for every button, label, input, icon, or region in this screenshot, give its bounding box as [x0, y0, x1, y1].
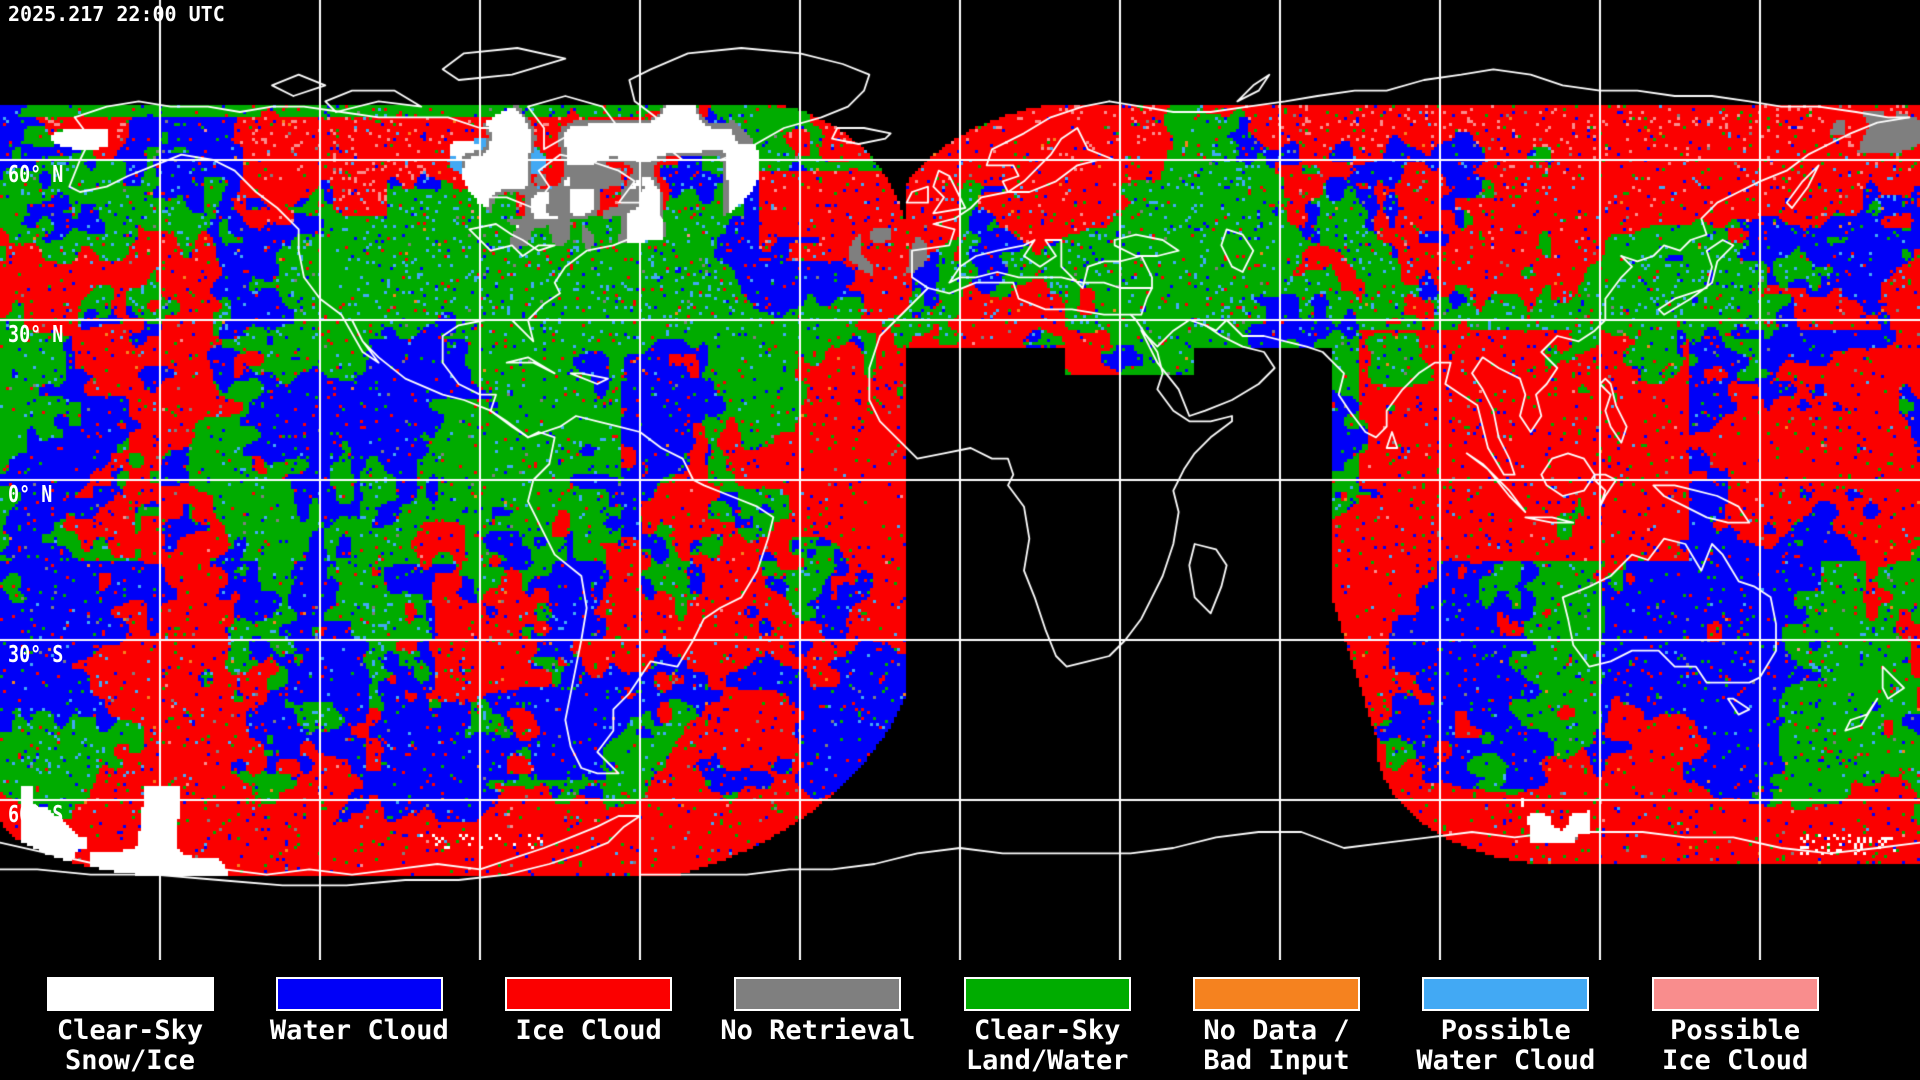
latitude-label: 60° N [8, 162, 64, 188]
clear-sky-snow-ice-swatch [46, 977, 214, 1011]
legend-item-label: Possible [1670, 1015, 1801, 1046]
timestamp: 2025.217 22:00 UTC [8, 2, 225, 26]
legend-item-no-data-bad-input: No Data / Bad Input [1162, 960, 1392, 1076]
water-cloud-swatch [275, 977, 443, 1011]
legend-item-clear-sky-snow-ice: Clear-Sky Snow/Ice [15, 960, 245, 1076]
legend-item-ice-cloud: Ice Cloud [474, 960, 704, 1046]
latitude-label: 60° S [8, 802, 64, 828]
latitude-label: 30° S [8, 642, 64, 668]
legend-item-label: Ice Cloud [1661, 1045, 1809, 1076]
legend-item-label: Water Cloud [1416, 1045, 1596, 1076]
legend: Clear-Sky Snow/Ice Water Cloud Ice Cloud No … [0, 960, 1920, 1080]
legend-item-label: Bad Input [1203, 1045, 1350, 1076]
possible-water-cloud-swatch [1422, 977, 1590, 1011]
latitude-label: 0° N [8, 482, 53, 508]
legend-item-label: Water Cloud [269, 1015, 449, 1046]
ice-cloud-swatch [505, 977, 673, 1011]
legend-item-label: Clear-Sky [974, 1015, 1121, 1046]
legend-item-label: Clear-Sky [56, 1015, 204, 1046]
legend-item-water-cloud: Water Cloud [244, 960, 474, 1046]
legend-item-label: Ice Cloud [515, 1015, 662, 1046]
legend-item-label: No Retrieval [720, 1015, 916, 1046]
clear-sky-land-water-swatch [963, 977, 1131, 1011]
legend-item-label: Snow/Ice [64, 1045, 196, 1076]
legend-item-possible-ice-cloud: Possible Ice Cloud [1620, 960, 1850, 1076]
latitude-label: 30° N [8, 322, 64, 348]
possible-ice-cloud-swatch [1651, 977, 1819, 1011]
legend-item-clear-sky-land-water: Clear-Sky Land/Water [932, 960, 1162, 1076]
legend-item-label: Possible [1440, 1015, 1571, 1046]
legend-item-label: No Data / [1203, 1015, 1350, 1046]
legend-item-label: Land/Water [965, 1045, 1129, 1076]
no-data-bad-input-swatch [1193, 977, 1360, 1011]
legend-item-no-retrieval: No Retrieval [703, 960, 933, 1046]
no-retrieval-swatch [734, 977, 902, 1011]
legend-item-possible-water-cloud: Possible Water Cloud [1391, 960, 1621, 1076]
cloud-phase-map-canvas [0, 0, 1920, 960]
